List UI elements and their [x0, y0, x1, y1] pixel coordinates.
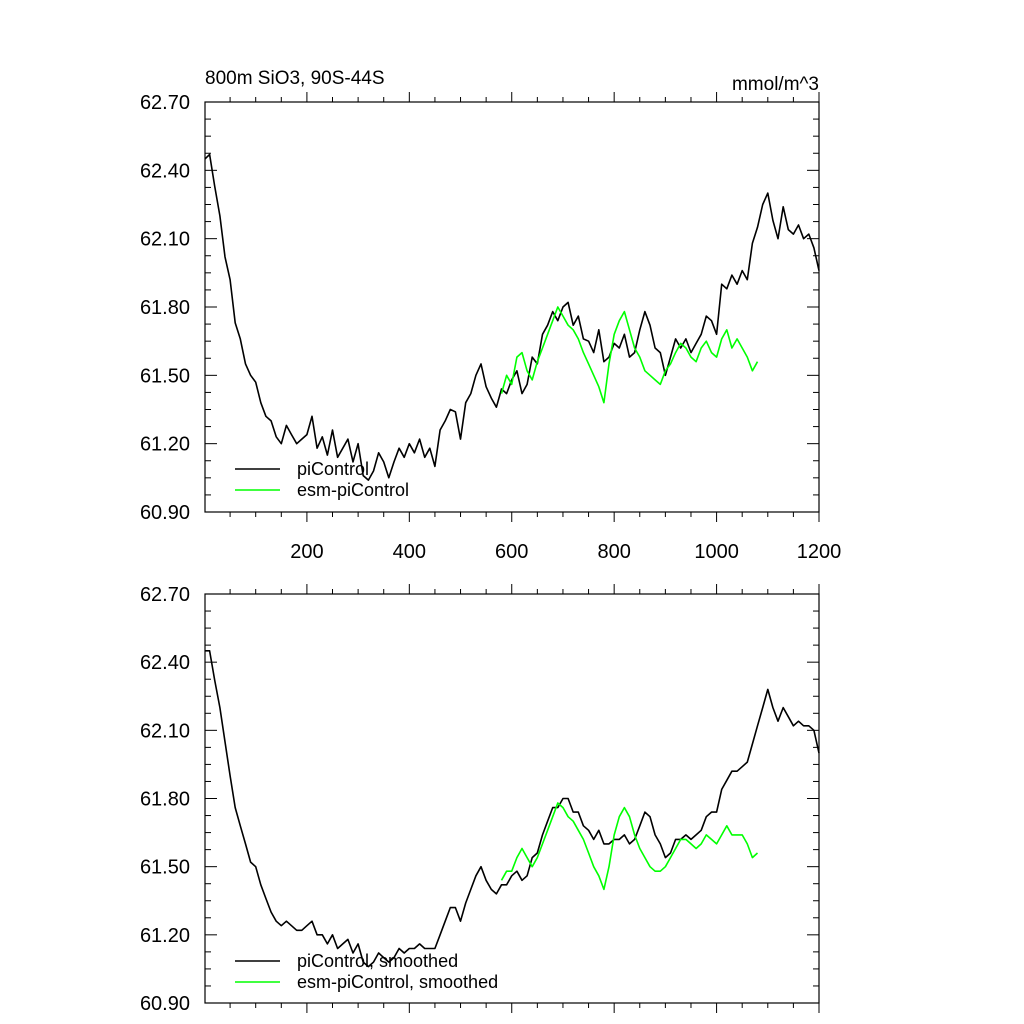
y-tick-label: 62.40 — [140, 160, 190, 182]
legend-label-2: esm-piControl — [297, 480, 409, 500]
y-tick-label: 61.80 — [140, 297, 190, 319]
plot-frame — [204, 593, 820, 1004]
legend-label-2: esm-piControl, smoothed — [297, 972, 498, 992]
plot-frame — [204, 101, 820, 513]
x-tick-label: 800 — [597, 541, 630, 563]
series-line-1 — [205, 649, 820, 968]
y-tick-label: 62.70 — [140, 584, 190, 606]
x-tick-label: 1200 — [797, 541, 842, 563]
chart-panel-2: 60.90 61.20 61.50 61.80 62.10 62.40 62.70 piCon… — [140, 584, 820, 1015]
y-tick-label: 60.90 — [140, 993, 190, 1015]
y-tick-label: 61.50 — [140, 857, 190, 879]
chart-title: 800m SiO3, 90S-44S — [205, 68, 385, 89]
y-tick-label: 62.10 — [140, 720, 190, 742]
x-tick-label: 1000 — [694, 541, 739, 563]
y-tick-label: 60.90 — [140, 502, 190, 524]
y-tick-label: 61.50 — [140, 365, 190, 387]
chart-panel-1: 60.90 61.20 61.50 61.80 62.10 62.40 62.70 200 40… — [140, 68, 841, 563]
legend-label-1: piControl — [297, 459, 369, 479]
y-tick-label: 61.20 — [140, 434, 190, 456]
legend-label-1: piControl, smoothed — [297, 951, 458, 971]
y-tick-label: 61.20 — [140, 925, 190, 947]
x-tick-label: 400 — [393, 541, 426, 563]
series-line-2 — [500, 306, 759, 404]
y-tick-label: 62.10 — [140, 229, 190, 251]
y-tick-label: 61.80 — [140, 789, 190, 811]
series-line-2 — [500, 802, 759, 891]
x-tick-label: 200 — [290, 541, 323, 563]
chart-units: mmol/m^3 — [732, 74, 819, 95]
y-tick-label: 62.70 — [140, 92, 190, 114]
x-tick-label: 600 — [495, 541, 528, 563]
y-tick-label: 62.40 — [140, 652, 190, 674]
series-line-1 — [204, 153, 820, 481]
